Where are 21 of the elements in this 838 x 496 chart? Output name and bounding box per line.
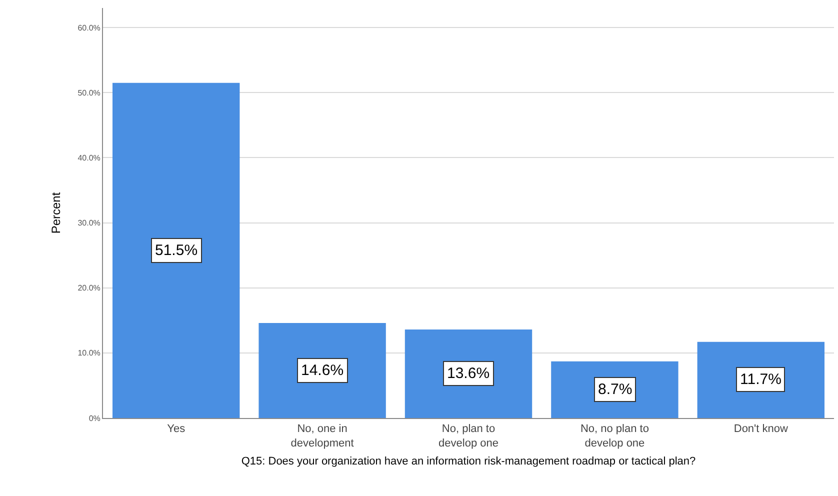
bar xyxy=(112,82,240,418)
x-tick-label: No, no plan to develop one xyxy=(580,423,649,450)
data-label: 8.7% xyxy=(598,381,632,398)
x-tick-label: Yes xyxy=(167,423,186,436)
x-tick-label: No, plan to develop one xyxy=(438,423,498,450)
y-tick-label: 20.0% xyxy=(78,284,100,293)
y-tick-label: 30.0% xyxy=(78,218,100,228)
y-tick-label: 40.0% xyxy=(78,153,100,162)
bar xyxy=(258,322,386,418)
data-label: 13.6% xyxy=(447,365,490,382)
y-tick-label: 10.0% xyxy=(78,348,100,358)
y-tick-label: 60.0% xyxy=(78,23,100,32)
y-tick-label: 50.0% xyxy=(78,88,100,98)
x-tick-label: Don't know xyxy=(734,423,788,436)
data-label: 51.5% xyxy=(155,242,198,259)
x-tick-label: No, one in development xyxy=(290,423,354,450)
data-label: 11.7% xyxy=(740,371,782,388)
y-tick-label: 0% xyxy=(88,414,100,423)
x-axis-title: Q15: Does your organization have an information risk-management roadmap or tactical plan? xyxy=(241,456,696,468)
data-label: 14.6% xyxy=(301,362,344,379)
y-axis-title: Percent xyxy=(49,192,64,234)
